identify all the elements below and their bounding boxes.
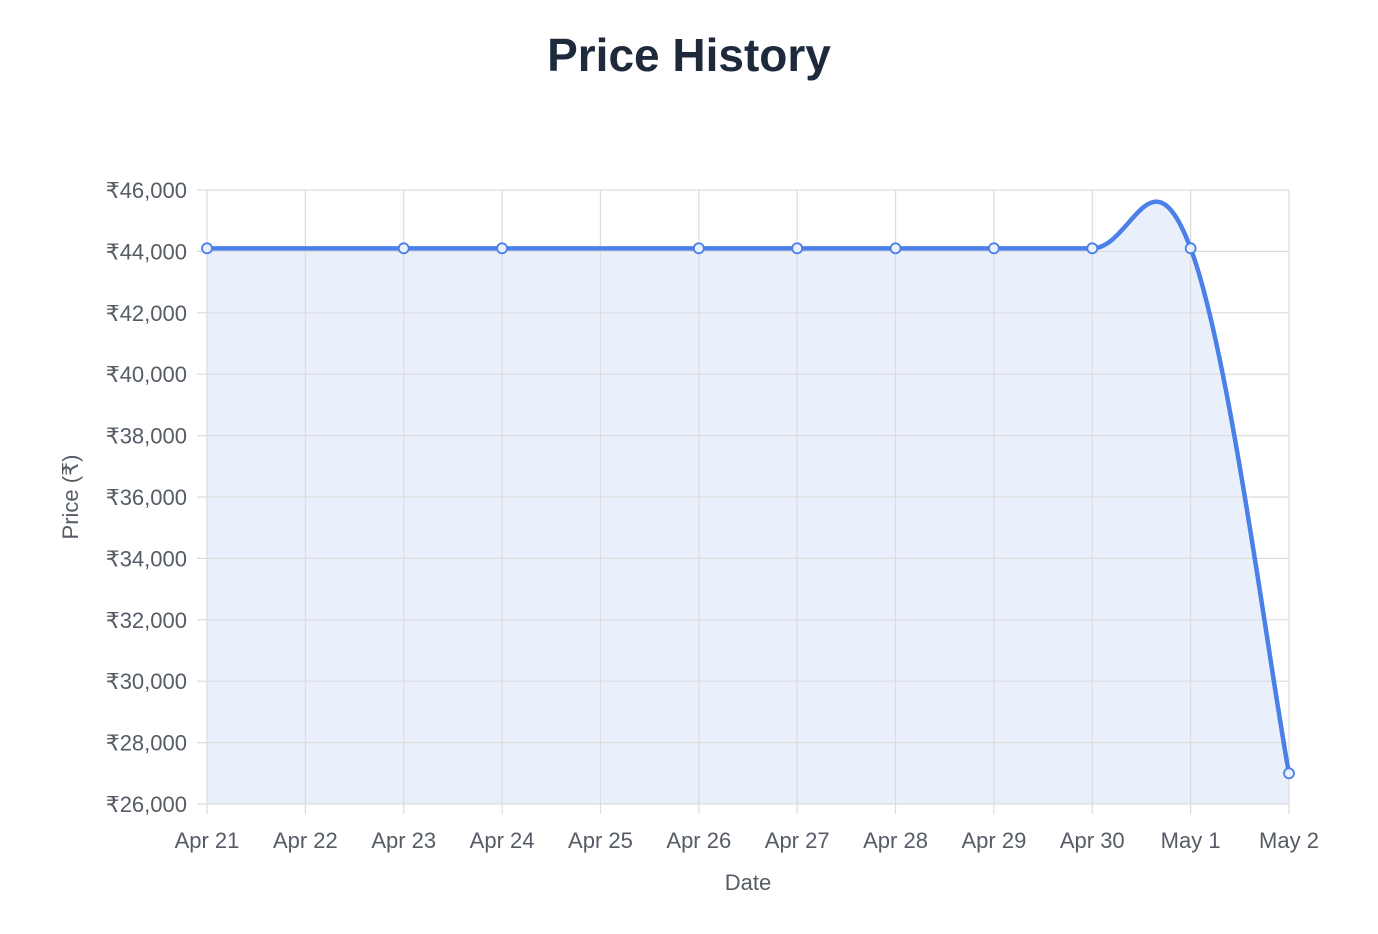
data-point[interactable]	[791, 242, 804, 255]
y-tick-label: ₹36,000	[106, 485, 187, 510]
data-point[interactable]	[1184, 242, 1197, 255]
data-point[interactable]	[889, 242, 902, 255]
data-point[interactable]	[201, 242, 213, 255]
grid-layer	[197, 189, 1290, 814]
x-tick-label: Apr 25	[568, 828, 633, 853]
x-tick-label: Apr 28	[863, 828, 928, 853]
x-tick-label: May 1	[1161, 828, 1221, 853]
chart-title: Price History	[547, 29, 831, 81]
y-tick-label: ₹28,000	[106, 731, 187, 756]
y-tick-label: ₹44,000	[106, 239, 187, 264]
y-tick-label: ₹34,000	[106, 546, 187, 571]
y-tick-labels: ₹26,000 ₹28,000 ₹30,000 ₹32,000 ₹34,000 ₹36,0…	[106, 178, 187, 817]
x-axis-title: Date	[725, 870, 771, 895]
area-fill-layer	[207, 201, 1289, 804]
y-tick-label: ₹32,000	[106, 608, 187, 633]
x-tick-label: Apr 26	[666, 828, 731, 853]
data-point[interactable]	[1086, 242, 1099, 255]
x-tick-label: Apr 23	[371, 828, 436, 853]
y-tick-label: ₹46,000	[106, 178, 187, 203]
data-point[interactable]	[397, 242, 410, 255]
x-tick-label: May 2	[1259, 828, 1319, 853]
y-tick-label: ₹30,000	[106, 669, 187, 694]
x-tick-label: Apr 27	[765, 828, 830, 853]
data-point[interactable]	[988, 242, 1000, 255]
x-tick-label: Apr 30	[1060, 828, 1125, 853]
series-area-fill	[207, 201, 1289, 804]
y-tick-label: ₹38,000	[106, 424, 187, 449]
x-tick-labels: Apr 21 Apr 22 Apr 23 Apr 24 Apr 25 Apr 26 Apr …	[175, 828, 1319, 853]
y-tick-label: ₹42,000	[106, 301, 187, 326]
x-tick-label: Apr 24	[470, 828, 535, 853]
data-point[interactable]	[496, 242, 508, 255]
x-tick-label: Apr 29	[961, 828, 1026, 853]
y-axis-title: Price (₹)	[58, 455, 83, 540]
y-tick-label: ₹40,000	[106, 362, 187, 387]
data-point[interactable]	[1283, 767, 1295, 780]
data-point-layer	[201, 242, 1295, 780]
y-tick-label: ₹26,000	[106, 792, 187, 817]
x-tick-label: Apr 22	[273, 828, 338, 853]
data-point[interactable]	[692, 242, 705, 255]
x-tick-label: Apr 21	[175, 828, 240, 853]
